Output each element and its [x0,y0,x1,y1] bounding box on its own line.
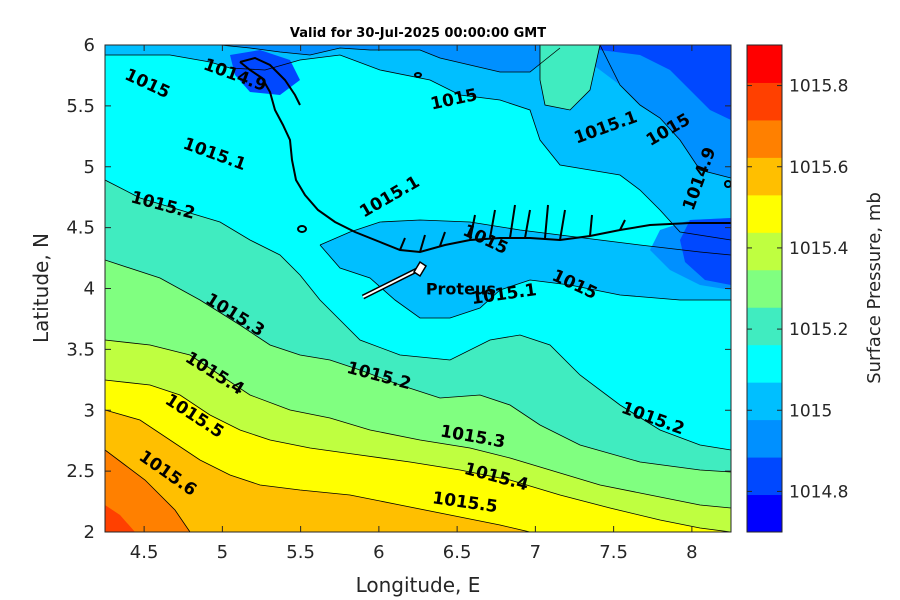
colorbar-tick-label: 1015.4 [789,239,848,259]
contour-line [219,45,561,73]
proteus-track-inner [362,266,424,298]
y-axis-label: Latitude, N [29,233,53,343]
contour-line [105,179,731,451]
colorbar-swatch [747,382,782,421]
colorbar-tick-label: 1014.8 [789,482,848,502]
chart-title: Valid for 30-Jul-2025 00:00:00 GMT [290,26,546,41]
colorbar-swatch [747,419,782,458]
contour-line [105,409,531,532]
colorbar-tick-label: 1015.2 [789,320,848,340]
coastline-lagoon [239,56,626,253]
x-tick-label: 5 [217,542,228,563]
colorbar: 1014.8 1015 1015.2 1015.4 1015.6 1015.8 [746,44,848,533]
x-axis-label: Longitude, E [356,573,481,597]
colorbar-tick-label: 1015.6 [789,158,848,178]
y-tick-label: 5 [84,157,95,178]
plot-area [105,45,731,532]
contour-line [105,54,731,241]
contour-lines [105,45,731,532]
colorbar-swatch [747,232,782,271]
contour-line [319,244,731,319]
contour-line [105,449,191,532]
y-tick-label: 4.5 [66,218,95,239]
band-1015.2-east-fill [540,45,600,110]
contour-line [105,339,731,509]
y-tick-label: 2.5 [66,461,95,482]
colorbar-swatch [747,194,782,233]
y-tick-label: 6 [84,35,95,56]
y-axis-ticks: 2 2.5 3 3.5 4 4.5 5 5.5 6 [66,35,731,543]
colorbar-tick-label: 1015 [789,401,832,421]
island [414,72,422,78]
x-tick-label: 4.5 [130,542,159,563]
band-1015.6-fill [105,410,530,532]
x-tick-label: 7 [530,542,541,563]
contour-line [105,379,731,532]
colorbar-swatch [747,119,782,158]
contour-line [539,45,601,111]
band-1014.8-west-fill [230,50,300,95]
colorbar-swatch [747,45,782,83]
y-tick-label: 2 [84,522,95,543]
y-tick-label: 3 [84,400,95,421]
colorbar-swatch [747,157,782,196]
band-1014.8-fill [560,45,731,120]
island [724,180,731,188]
colorbar-tick-label: 1015.8 [789,77,848,97]
band-1015.8-fill [105,505,135,532]
y-tick-label: 5.5 [66,96,95,117]
island [297,225,307,233]
coastline [239,56,731,254]
band-1014.8-east-fill [680,218,731,285]
colorbar-swatch [747,457,782,496]
colorbar-swatch [747,82,782,121]
contour-line [599,45,731,179]
proteus-marker [361,260,428,300]
colorbar-swatch [747,494,782,533]
contour-line [105,259,731,473]
colorbar-swatch [747,307,782,346]
x-axis-ticks: 4.5 5 5.5 6 6.5 7 7.5 8 [130,45,698,563]
coastline-main [239,61,731,254]
proteus-label: Proteus [426,280,496,299]
x-tick-label: 7.5 [599,542,628,563]
colorbar-swatch [747,344,782,383]
band-1015.7-fill [105,450,190,532]
colorbar-swatch [747,269,782,308]
x-tick-label: 5.5 [286,542,315,563]
contour-line [319,219,731,256]
y-tick-label: 4 [84,279,95,300]
x-tick-label: 8 [686,542,697,563]
proteus-icon [412,260,428,278]
colorbar-label: Surface Pressure, mb [864,192,885,384]
x-tick-label: 6.5 [443,542,472,563]
x-tick-label: 6 [373,542,384,563]
y-tick-label: 3.5 [66,339,95,360]
colorbar-frame [746,44,783,533]
